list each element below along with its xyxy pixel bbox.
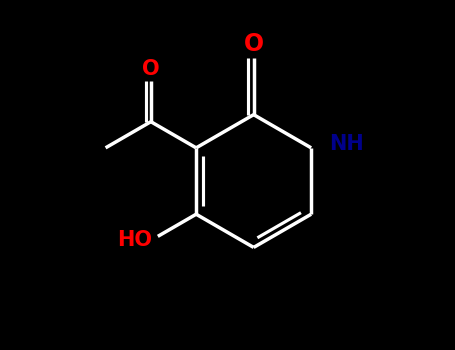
- Text: NH: NH: [329, 134, 364, 154]
- Text: O: O: [142, 58, 160, 79]
- Text: O: O: [243, 32, 264, 56]
- Text: HO: HO: [117, 230, 152, 250]
